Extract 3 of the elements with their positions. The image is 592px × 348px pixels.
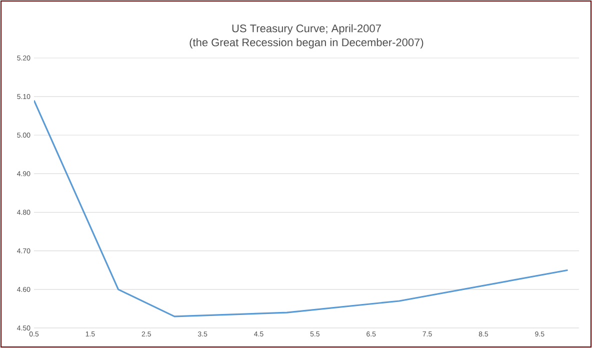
line-series [34, 100, 569, 318]
chart-title: US Treasury Curve; April-2007 [232, 24, 381, 34]
chart-subtitle: (the Great Recession began in December-2007) [190, 38, 424, 48]
